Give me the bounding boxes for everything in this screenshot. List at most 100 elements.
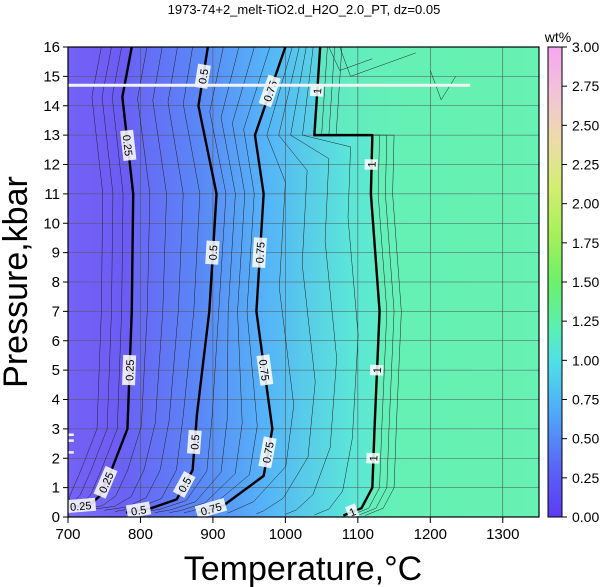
contour-label: 0.25 (120, 134, 134, 157)
contour-label-group: 0.5 (205, 240, 220, 265)
thin-contour (256, 47, 316, 515)
contour-label-bg (194, 498, 228, 519)
colorbar-gradient (547, 46, 563, 518)
contour-label-group: 0.75 (256, 354, 274, 386)
y-tick-label: 12 (43, 157, 60, 174)
y-tick-label: 10 (43, 215, 60, 232)
y-tick-label: 13 (43, 127, 60, 144)
contour-label-bg (205, 240, 220, 265)
colorbar-label: wt% (544, 29, 571, 45)
y-tick-label: 14 (43, 98, 60, 115)
y-tick-label: 11 (44, 186, 60, 203)
contour-label-group: 0.5 (125, 501, 152, 519)
colorbar-tick-label: 0.50 (572, 431, 599, 447)
y-tick-label: 9 (52, 245, 60, 262)
contour-label-bg (65, 497, 97, 514)
contour-0.5 (125, 47, 218, 514)
colorbar-tick-label: 1.00 (572, 352, 599, 368)
contour-label-group: 0.5 (186, 429, 202, 455)
thin-contour (302, 47, 359, 516)
x-tick-label: 700 (55, 526, 80, 543)
contour-1 (313, 47, 381, 517)
contour-label: 0.25 (124, 359, 137, 381)
y-tick-label: 8 (52, 274, 60, 291)
contour-label-bg (172, 471, 196, 498)
colorbar-tick-label: 2.75 (572, 78, 599, 94)
y-tick-label: 3 (52, 421, 60, 438)
contour-label-group: 1 (369, 364, 384, 376)
contour-label: 0.75 (199, 501, 223, 518)
contour-label-bg (186, 429, 202, 455)
y-tick-label: 1 (52, 480, 60, 497)
contour-label: 0.75 (256, 359, 271, 382)
contour-label-bg (194, 63, 211, 89)
highlight-lines (68, 83, 471, 454)
contour-labels: 0.250.250.250.250.50.50.50.50.50.750.750… (65, 63, 384, 520)
thin-contour (93, 47, 167, 510)
contour-label-group: 1 (309, 85, 324, 97)
x-tick-label: 1100 (342, 526, 374, 543)
x-tick-label: 1000 (269, 526, 302, 543)
contour-label-group: 0.5 (194, 63, 211, 89)
contour-label-bg (258, 436, 277, 469)
plot-area: 0.250.250.250.250.50.50.50.50.50.750.750… (65, 46, 540, 520)
colorbar-tick-label: 3.00 (572, 39, 599, 55)
contour-label: 1 (312, 88, 324, 95)
colorbar-tick-label: 0.25 (572, 470, 599, 486)
contour-label-bg (125, 501, 152, 519)
thin-contour (339, 47, 416, 77)
colorbar-tick-label: 0.75 (572, 392, 599, 408)
contour-label-group: 0.75 (252, 237, 268, 268)
contour-label-bg (258, 74, 281, 108)
y-axis-label: Pressure,kbar (0, 176, 35, 388)
contour-label-group: 1 (366, 452, 381, 464)
contour-label: 0.25 (70, 500, 92, 514)
contour-label: 0.5 (207, 245, 220, 261)
contour-label-bg (364, 159, 378, 170)
thin-contour (154, 47, 240, 513)
contour-label: 1 (372, 367, 384, 374)
contour-label-group: 0.25 (120, 129, 137, 161)
thin-contour (227, 47, 295, 514)
y-tick-label: 4 (52, 392, 60, 409)
thin-contour (140, 47, 227, 513)
contour-label-group: 1 (364, 159, 379, 170)
colorbar-tick-label: 0.00 (572, 509, 599, 525)
thin-contour (82, 47, 151, 509)
contour-label: 1 (367, 161, 379, 167)
contour-label-group: 0.75 (258, 436, 277, 469)
x-tick-label: 900 (200, 526, 225, 543)
colorbar-tick-label: 1.50 (572, 274, 599, 290)
contour-label-bg (344, 503, 360, 520)
x-axis-label: Temperature,°C (184, 550, 422, 587)
contour-label-bg (309, 85, 324, 97)
y-tick-label: 0 (52, 509, 60, 526)
contour-label: 0.75 (261, 441, 277, 464)
colorbar-tick-label: 2.00 (572, 196, 599, 212)
x-tick-label: 1200 (414, 526, 447, 543)
contour-label: 0.5 (130, 504, 147, 518)
contour-label-bg (252, 237, 267, 268)
thin-contour (328, 47, 373, 71)
y-tick-label: 2 (52, 450, 60, 467)
y-tick-label: 6 (52, 333, 60, 350)
contour-label: 0.5 (197, 68, 211, 85)
contour-label-bg (369, 364, 384, 376)
y-tick-label: 7 (52, 303, 60, 320)
thin-contour (169, 47, 255, 513)
contour-label: 0.75 (254, 242, 267, 264)
colorbar-tick-label: 1.25 (572, 313, 599, 329)
contour-label-group: 0.25 (65, 497, 97, 514)
x-tick-label: 800 (128, 526, 153, 543)
contour-label-bg (120, 129, 137, 161)
colorbar: wt% 0.00 0.25 0.50 0.75 1.00 1.25 1.50 1.75 2.00… (544, 29, 600, 525)
x-axis-ticks: 700 800 900 1000 1100 1200 1300 (55, 517, 519, 543)
chart-title: 1973-74+2_melt-TiO2.d_H2O_2.0_PT, dz=0.0… (168, 2, 441, 17)
thin-contour (104, 47, 184, 511)
contour-label-group: 0.75 (194, 498, 228, 519)
contour-label: 1 (368, 455, 380, 462)
colorbar-tick-label: 1.75 (572, 235, 599, 251)
contour-label-bg (366, 452, 380, 464)
